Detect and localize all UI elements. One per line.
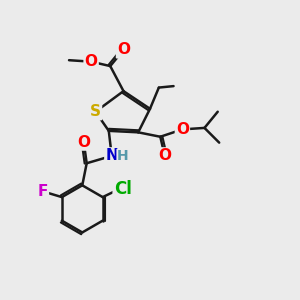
- Text: Cl: Cl: [114, 180, 132, 198]
- Text: O: O: [117, 42, 130, 57]
- Text: O: O: [158, 148, 171, 164]
- Text: O: O: [176, 122, 189, 137]
- Text: O: O: [85, 54, 98, 69]
- Text: F: F: [38, 184, 48, 199]
- Text: S: S: [90, 104, 101, 119]
- Text: H: H: [117, 149, 129, 164]
- Text: N: N: [105, 148, 118, 164]
- Text: O: O: [77, 134, 90, 149]
